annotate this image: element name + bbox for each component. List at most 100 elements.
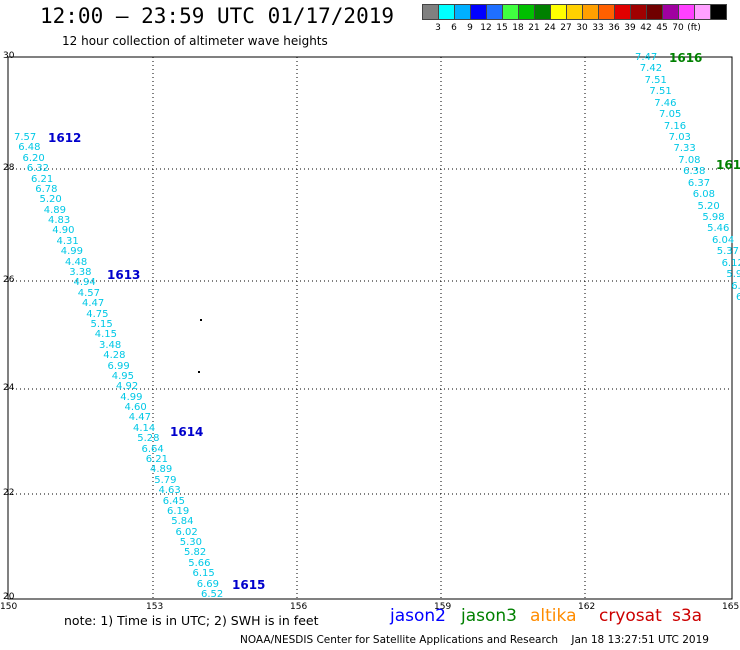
swh-value: 6.08 <box>692 189 715 201</box>
swh-value: 7.51 <box>644 74 667 86</box>
swh-value: 4.47 <box>82 298 105 310</box>
swh-value: 4.75 <box>86 308 109 320</box>
units-note: note: 1) Time is in UTC; 2) SWH is in fe… <box>64 613 319 628</box>
swh-value: 7.08 <box>678 154 701 166</box>
latitude-label: 22 <box>3 488 15 498</box>
swh-value: 5.9 <box>726 269 740 281</box>
swh-value: 6.38 <box>683 166 706 178</box>
colorbar-label: 15 <box>496 23 508 33</box>
swh-value: 6.20 <box>22 152 45 164</box>
swh-value: 7.46 <box>654 97 677 109</box>
map-title: 12:00 — 23:59 UTC 01/17/2019 <box>40 4 395 28</box>
swh-value: 3.48 <box>99 339 122 351</box>
colorbar-label: 33 <box>592 23 604 33</box>
swh-value: 5.37 <box>716 246 740 258</box>
swh-value: 5.98 <box>702 212 725 223</box>
swh-value: 6.48 <box>18 142 41 154</box>
swh-value: 6.04 <box>711 234 735 246</box>
latitude-label: 20 <box>3 592 15 602</box>
colorbar-label: 30 <box>576 23 588 33</box>
swh-value: 5.15 <box>90 318 113 330</box>
swh-value: 6.21 <box>31 173 54 185</box>
latitude-label: 28 <box>3 163 15 173</box>
colorbar-label: 3 <box>435 23 441 33</box>
swh-value: 6.64 <box>141 443 164 455</box>
swh-value: 5.84 <box>171 516 194 528</box>
swh-value: 5.28 <box>137 433 160 445</box>
colorbar-label: 18 <box>512 23 524 33</box>
swh-value: 7.03 <box>668 132 691 143</box>
observation-dot <box>198 371 200 373</box>
swh-value: 4.90 <box>52 225 75 237</box>
legend-s3a: s3a <box>672 606 703 626</box>
swh-value: 5.46 <box>707 223 730 235</box>
swh-value: 6.15 <box>192 568 215 580</box>
colorbar-label: 6 <box>451 23 457 33</box>
swh-value: 7.47 <box>635 52 658 63</box>
swh-value: 4.15 <box>94 329 118 341</box>
swh-value: 4.47 <box>128 412 152 424</box>
colorbar-label: 42 <box>640 23 652 33</box>
colorbar-label: 21 <box>528 23 540 33</box>
swh-value: 4.63 <box>158 485 181 497</box>
footer-credit: NOAA/NESDIS Center for Satellite Applica… <box>240 634 709 646</box>
legend-jason2: jason2 <box>390 606 446 626</box>
swh-value: 7.05 <box>659 109 682 121</box>
observation-dot <box>200 319 202 321</box>
swh-value: 4.94 <box>73 277 96 289</box>
swh-value: 7.16 <box>663 120 687 132</box>
swh-value: 4.28 <box>103 350 126 362</box>
swh-value: 6.32 <box>26 163 50 175</box>
legend-altika: altika <box>530 606 577 626</box>
swh-value: 4.92 <box>116 381 139 393</box>
longitude-label: 165 <box>722 602 740 612</box>
swh-value: 6.21 <box>145 453 169 465</box>
swh-value: 5.79 <box>154 474 177 486</box>
swh-value: 6.02 <box>175 526 198 538</box>
swh-value: 5.20 <box>697 200 720 212</box>
swh-value: 4.31 <box>56 235 79 247</box>
swh-value: 6.19 <box>167 505 190 517</box>
longitude-label: 150 <box>0 602 18 612</box>
swh-value: 7.33 <box>673 143 696 155</box>
colorbar-label: 45 <box>656 23 668 33</box>
colorbar-label: 12 <box>480 23 492 33</box>
swh-value: 4.95 <box>111 370 135 382</box>
pass-number-label: 1613 <box>107 268 141 282</box>
legend-jason3: jason3 <box>461 606 517 626</box>
longitude-label: 156 <box>290 602 308 612</box>
latitude-label: 30 <box>3 51 15 61</box>
swh-value: 4.89 <box>43 204 67 216</box>
pass-number-label: 1612 <box>48 131 82 145</box>
legend-cryosat: cryosat <box>599 606 662 626</box>
swh-value: 4.57 <box>77 287 101 299</box>
swh-value: 3.38 <box>69 267 92 279</box>
colorbar-label: 36 <box>608 23 620 33</box>
map-subtitle: 12 hour collection of altimeter wave hei… <box>62 34 328 48</box>
colorbar-swatch <box>710 4 727 20</box>
swh-value: 7.42 <box>639 63 663 75</box>
swh-value: 4.99 <box>60 246 84 258</box>
swh-value: 7.51 <box>649 86 672 98</box>
swh-value: 6.45 <box>162 495 186 507</box>
swh-value: 6.12 <box>721 257 740 269</box>
latitude-label: 26 <box>3 275 15 285</box>
longitude-label: 153 <box>146 602 164 612</box>
colorbar-label: 24 <box>544 23 556 33</box>
colorbar-label: 39 <box>624 23 636 33</box>
colorbar-label: 70 <box>672 23 684 33</box>
longitude-label: 162 <box>578 602 596 612</box>
swh-value: 6.78 <box>35 183 58 195</box>
swh-value: 6.52 <box>201 589 224 600</box>
swh-value: 6 <box>736 292 740 303</box>
pass-number-label: 1616 <box>669 51 703 65</box>
swh-value: 5.66 <box>188 557 211 569</box>
swh-value: 6.69 <box>196 578 220 590</box>
longitude-label: 159 <box>434 602 452 612</box>
pass-number-label: 161 <box>716 158 740 172</box>
swh-value: 4.89 <box>150 464 173 476</box>
swh-value: 4.48 <box>65 256 88 268</box>
colorbar-label: 9 <box>467 23 473 33</box>
swh-value: 7.57 <box>14 132 37 143</box>
